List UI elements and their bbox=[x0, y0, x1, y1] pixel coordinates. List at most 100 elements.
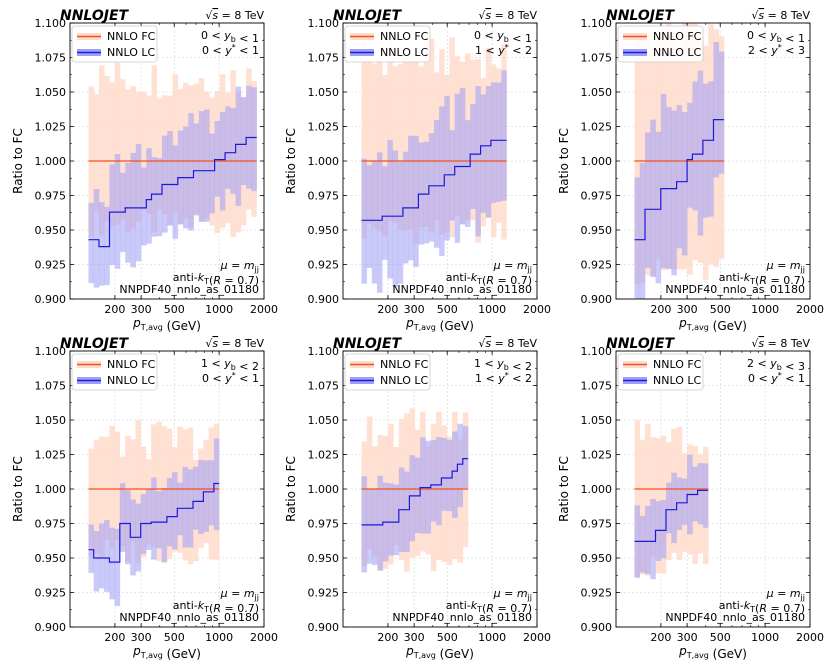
lc-band-bin bbox=[98, 523, 105, 589]
lc-band-bin bbox=[393, 484, 400, 556]
rapidity-ystar-label: 0 < y* < 1 bbox=[202, 43, 259, 57]
legend: NNLO FC NNLO LC bbox=[344, 353, 431, 391]
y-tick-label: 0.900 bbox=[581, 621, 613, 634]
energy-label: √s = 8 TeV bbox=[205, 9, 264, 22]
y-tick-label: 1.050 bbox=[35, 414, 67, 427]
energy-label: √s = 8 TeV bbox=[751, 337, 810, 350]
scale-label: μ = mjj bbox=[220, 259, 259, 274]
lc-band-bin bbox=[433, 120, 440, 248]
y-tick-label: 0.950 bbox=[308, 552, 340, 565]
lc-band-bin bbox=[655, 131, 662, 284]
lc-band-bin bbox=[198, 459, 204, 535]
x-tick-label: 2000 bbox=[796, 631, 824, 644]
y-tick-label: 0.900 bbox=[308, 621, 340, 634]
x-tick-label: 200 bbox=[377, 631, 398, 644]
lc-band-bin bbox=[713, 42, 720, 178]
fc-band-bin bbox=[151, 65, 158, 232]
fc-band-bin bbox=[361, 40, 367, 239]
lc-band-bin bbox=[388, 483, 394, 556]
panel-6: 0.900 0.925 0.950 0.975 1.000 1.025 1.050 1.075… bbox=[557, 336, 824, 661]
lc-band-bin bbox=[501, 70, 507, 201]
pdf-label: NNPDF40_nnlo_as_01180 bbox=[665, 283, 805, 296]
data-layer bbox=[634, 420, 709, 580]
y-tick-label: 1.000 bbox=[35, 483, 67, 496]
lc-band-bin bbox=[172, 145, 179, 239]
lc-band-bin bbox=[387, 140, 393, 279]
jet-algorithm-label: anti-kT(R = 0.7) bbox=[446, 599, 532, 615]
x-tick-label: 500 bbox=[437, 631, 458, 644]
lc-step-line bbox=[88, 136, 257, 248]
lc-band-bin bbox=[490, 82, 497, 203]
panel-3: 0.900 0.925 0.950 0.975 1.000 1.025 1.050 1.075… bbox=[557, 8, 824, 333]
x-tick-label: 1000 bbox=[205, 303, 233, 316]
lc-band-bin bbox=[93, 189, 100, 288]
lc-band-bin bbox=[462, 426, 469, 489]
fc-band-bin bbox=[634, 420, 641, 578]
fc-band-bin bbox=[382, 75, 388, 237]
brand-label: NNLOJET bbox=[606, 8, 676, 24]
lc-step-line bbox=[88, 482, 220, 563]
legend: NNLO FC NNLO LC bbox=[344, 25, 431, 63]
fc-band-bin bbox=[172, 74, 179, 212]
lc-band-bin bbox=[454, 93, 461, 243]
scale-label: μ = mjj bbox=[220, 587, 259, 602]
lc-band-bin bbox=[382, 166, 388, 260]
lc-band-bin bbox=[666, 482, 672, 534]
lc-band-bin bbox=[660, 94, 667, 269]
lc-band-bin bbox=[151, 157, 158, 237]
fc-band-bin bbox=[639, 439, 646, 575]
energy-label: √s = 8 TeV bbox=[205, 337, 264, 350]
y-tick-label: 0.925 bbox=[308, 259, 340, 272]
rapidity-yb-label: 2 < yb < 3 bbox=[747, 357, 805, 373]
fc-band-bin bbox=[366, 416, 373, 550]
fc-band-bin bbox=[392, 66, 399, 224]
x-axis-label: pT,avg (GeV) bbox=[678, 644, 747, 661]
y-tick-label: 1.025 bbox=[581, 449, 613, 462]
y-tick-label: 1.050 bbox=[308, 86, 340, 99]
data-layer bbox=[634, 23, 725, 299]
lc-band-bin bbox=[230, 108, 236, 194]
fc-band-bin bbox=[634, 31, 641, 285]
lc-band-bin bbox=[639, 163, 646, 299]
y-tick-label: 1.075 bbox=[308, 380, 340, 393]
y-tick-label: 0.925 bbox=[581, 259, 613, 272]
lc-band-bin bbox=[681, 478, 688, 525]
legend: NNLO FC NNLO LC bbox=[71, 353, 158, 391]
x-axis-label: pT,avg (GeV) bbox=[132, 644, 201, 661]
scale-label: μ = mjj bbox=[493, 587, 532, 602]
data-layer bbox=[361, 37, 507, 293]
lc-band-bin bbox=[193, 123, 200, 215]
lc-band-bin bbox=[198, 111, 205, 222]
fc-band-bin bbox=[639, 41, 646, 284]
lc-band-bin bbox=[397, 161, 404, 284]
y-axis-label: Ratio to FC bbox=[284, 128, 298, 194]
lc-band-bin bbox=[702, 463, 709, 528]
panel-5: 0.900 0.925 0.950 0.975 1.000 1.025 1.050 1.075… bbox=[284, 336, 551, 661]
pdf-label: NNPDF40_nnlo_as_01180 bbox=[119, 611, 259, 624]
lc-band-bin bbox=[172, 472, 178, 550]
x-tick-label: 2000 bbox=[250, 303, 278, 316]
lc-band-bin bbox=[167, 131, 173, 226]
x-tick-label: 2000 bbox=[796, 303, 824, 316]
x-tick-label: 300 bbox=[677, 303, 698, 316]
fc-band-bin bbox=[156, 98, 163, 210]
lc-band-bin bbox=[251, 87, 257, 192]
x-tick-label: 1000 bbox=[478, 631, 506, 644]
lc-band-bin bbox=[166, 477, 173, 547]
y-tick-label: 1.050 bbox=[581, 414, 613, 427]
rapidity-yb-label: 0 < yb < 1 bbox=[747, 29, 805, 45]
lc-step-line bbox=[361, 458, 469, 526]
lc-band-bin bbox=[634, 177, 641, 299]
x-tick-label: 500 bbox=[164, 303, 185, 316]
y-tick-label: 0.975 bbox=[581, 190, 613, 203]
x-tick-label: 2000 bbox=[523, 303, 551, 316]
y-tick-label: 0.925 bbox=[35, 259, 67, 272]
pdf-label: NNPDF40_nnlo_as_01180 bbox=[119, 283, 259, 296]
lc-band-bin bbox=[650, 498, 656, 580]
lc-band-bin bbox=[423, 141, 430, 244]
rapidity-yb-label: 0 < yb < 1 bbox=[201, 29, 259, 45]
lc-band-bin bbox=[496, 82, 502, 202]
y-tick-label: 1.000 bbox=[581, 483, 613, 496]
lc-band-bin bbox=[459, 87, 466, 225]
x-tick-label: 200 bbox=[104, 631, 125, 644]
